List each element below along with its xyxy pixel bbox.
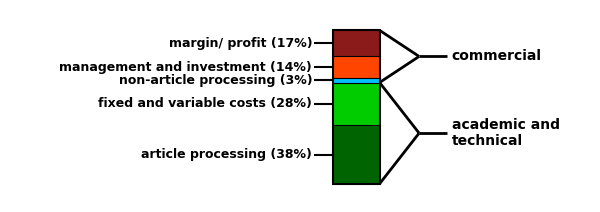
Bar [333,30,380,184]
Text: margin/ profit (17%): margin/ profit (17%) [169,37,312,50]
Bar [333,56,380,78]
Text: commercial: commercial [452,49,542,63]
Bar [333,126,380,184]
Text: management and investment (14%): management and investment (14%) [59,61,312,74]
Text: fixed and variable costs (28%): fixed and variable costs (28%) [98,98,312,110]
Bar [333,82,380,126]
Text: article processing (38%): article processing (38%) [141,148,312,161]
Text: academic and
technical: academic and technical [452,118,560,148]
Bar [333,78,380,82]
Text: non-article processing (3%): non-article processing (3%) [119,74,312,87]
Bar [333,30,380,56]
